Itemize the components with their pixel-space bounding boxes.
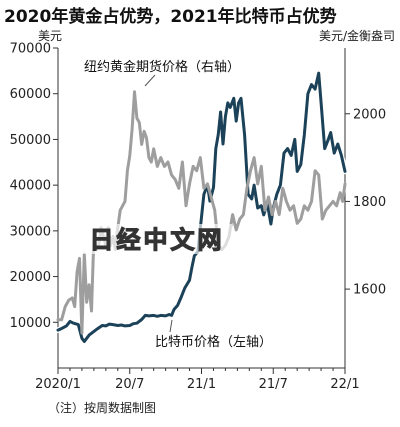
- btc-label-leader: [169, 319, 173, 333]
- btc-series-label: 比特币价格（左轴）: [155, 334, 272, 350]
- left-axis-unit: 美元: [38, 29, 62, 43]
- x-tick-label: 2020/1: [35, 377, 81, 392]
- left-tick-label: 50000: [10, 133, 51, 148]
- btc-series: [55, 70, 348, 345]
- axes: 10000 20000 30000 40000 50000 60000 70000 1600 1…: [10, 42, 386, 393]
- series-layer: [55, 70, 348, 345]
- gold-series-label: 纽约黄金期货价格（右轴）: [84, 59, 240, 75]
- gold-label-leader: [144, 74, 156, 87]
- left-tick-label: 60000: [10, 87, 51, 102]
- left-tick-label: 30000: [10, 224, 51, 239]
- footnote: （注）按周数据制图: [48, 400, 156, 415]
- right-axis-unit: 美元/金衡盎司: [319, 28, 395, 43]
- left-tick-label: 40000: [10, 179, 51, 194]
- x-tick-label: 20/7: [115, 377, 144, 392]
- left-tick-label: 10000: [10, 316, 51, 331]
- right-tick-label: 2000: [353, 107, 386, 122]
- btc-series-line: [56, 71, 347, 343]
- left-tick-label: 20000: [10, 270, 51, 285]
- left-tick-label: 70000: [10, 42, 51, 57]
- watermark-text: 日经中文网: [90, 226, 225, 254]
- chart-title: 2020年黄金占优势，2021年比特币占优势: [4, 6, 337, 27]
- x-tick-label: 21/1: [187, 377, 216, 392]
- x-tick-label: 22/1: [330, 377, 359, 392]
- right-tick-label: 1600: [353, 283, 386, 298]
- watermark: 日经中文网: [82, 224, 232, 255]
- x-tick-label: 21/7: [259, 377, 288, 392]
- right-tick-label: 1800: [353, 195, 386, 210]
